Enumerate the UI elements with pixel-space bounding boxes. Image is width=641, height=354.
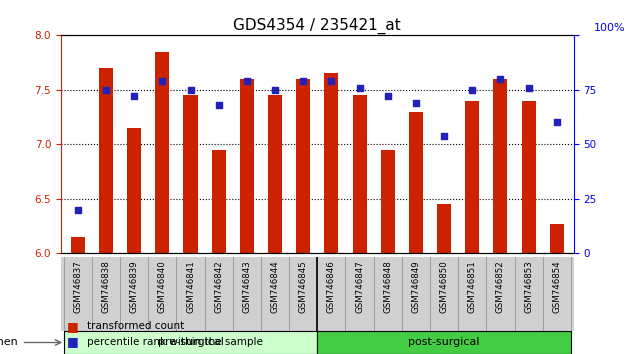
Point xyxy=(242,78,252,84)
Y-axis label: 100%: 100% xyxy=(594,23,626,33)
Point xyxy=(101,87,111,93)
Bar xyxy=(296,79,310,253)
Bar xyxy=(71,237,85,253)
Bar xyxy=(155,52,169,253)
Point xyxy=(495,76,506,82)
Text: GSM746851: GSM746851 xyxy=(468,261,477,313)
Text: GSM746854: GSM746854 xyxy=(553,261,562,313)
Bar xyxy=(63,331,317,354)
Text: GSM746853: GSM746853 xyxy=(524,261,533,313)
Point xyxy=(270,87,280,93)
Text: GSM746842: GSM746842 xyxy=(214,261,223,313)
Bar xyxy=(127,128,141,253)
Point xyxy=(72,207,83,212)
Text: GSM746838: GSM746838 xyxy=(101,261,110,313)
Text: GSM746848: GSM746848 xyxy=(383,261,392,313)
Text: GSM746843: GSM746843 xyxy=(242,261,251,313)
Bar xyxy=(353,95,367,253)
Text: GSM746847: GSM746847 xyxy=(355,261,364,313)
Bar xyxy=(268,95,282,253)
Text: transformed count: transformed count xyxy=(87,321,184,331)
Point xyxy=(524,85,534,91)
Point xyxy=(326,78,337,84)
Bar xyxy=(212,150,226,253)
Bar xyxy=(317,331,571,354)
Point xyxy=(354,85,365,91)
Point xyxy=(467,87,478,93)
Text: GSM746839: GSM746839 xyxy=(129,261,138,313)
Point xyxy=(411,100,421,106)
Bar xyxy=(550,224,564,253)
Bar xyxy=(494,79,508,253)
Point xyxy=(129,93,139,99)
Text: percentile rank within the sample: percentile rank within the sample xyxy=(87,337,262,347)
Point xyxy=(439,133,449,138)
Point xyxy=(298,78,308,84)
Text: GSM746840: GSM746840 xyxy=(158,261,167,313)
Text: GSM746841: GSM746841 xyxy=(186,261,195,313)
Text: specimen: specimen xyxy=(0,337,19,348)
Text: ■: ■ xyxy=(67,335,79,348)
Text: GSM746850: GSM746850 xyxy=(440,261,449,313)
Point xyxy=(552,120,562,125)
Bar xyxy=(522,101,536,253)
Point xyxy=(213,102,224,108)
Bar xyxy=(437,204,451,253)
Bar xyxy=(381,150,395,253)
Text: GSM746852: GSM746852 xyxy=(496,261,505,313)
Text: GSM746837: GSM746837 xyxy=(73,261,82,313)
Text: GSM746849: GSM746849 xyxy=(412,261,420,313)
Bar xyxy=(183,95,197,253)
Text: ■: ■ xyxy=(67,320,79,333)
Point xyxy=(383,93,393,99)
Bar xyxy=(99,68,113,253)
Text: GSM746844: GSM746844 xyxy=(271,261,279,313)
Bar xyxy=(465,101,479,253)
Text: GSM746845: GSM746845 xyxy=(299,261,308,313)
Bar xyxy=(240,79,254,253)
Text: pre-surgical: pre-surgical xyxy=(158,337,224,348)
Text: GSM746846: GSM746846 xyxy=(327,261,336,313)
Title: GDS4354 / 235421_at: GDS4354 / 235421_at xyxy=(233,18,401,34)
Point xyxy=(157,78,167,84)
Bar xyxy=(324,74,338,253)
Bar xyxy=(409,112,423,253)
Text: post-surgical: post-surgical xyxy=(408,337,480,348)
Point xyxy=(185,87,196,93)
